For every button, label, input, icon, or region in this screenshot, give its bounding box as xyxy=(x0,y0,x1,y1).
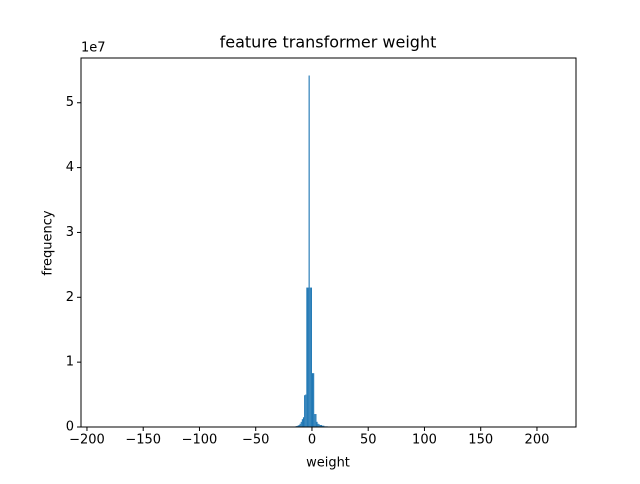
x-tick-label: 200 xyxy=(525,433,550,448)
bar xyxy=(311,288,312,427)
x-tick-label: −100 xyxy=(182,433,218,448)
bar xyxy=(304,395,305,427)
bar xyxy=(314,414,315,427)
y-tick-label: 1 xyxy=(66,355,74,370)
bar xyxy=(313,373,314,427)
x-tick-label: −150 xyxy=(125,433,161,448)
y-axis-label: frequency xyxy=(41,210,56,276)
bar xyxy=(303,417,304,427)
x-tick-label: 0 xyxy=(308,433,316,448)
y-tick-label: 3 xyxy=(66,225,74,240)
y-tick-label: 4 xyxy=(66,160,74,175)
x-tick-label: −200 xyxy=(69,433,105,448)
bar xyxy=(301,422,302,427)
bar xyxy=(309,76,310,427)
y-tick-label: 0 xyxy=(66,420,74,435)
bar xyxy=(306,288,307,427)
bar xyxy=(305,395,306,427)
bar xyxy=(312,373,313,427)
bar xyxy=(302,419,303,427)
x-tick-label: 100 xyxy=(412,433,437,448)
x-axis-label: weight xyxy=(306,456,350,471)
bar xyxy=(307,288,308,427)
x-tick-label: −50 xyxy=(242,433,269,448)
x-tick-label: 50 xyxy=(360,433,377,448)
x-tick-label: 150 xyxy=(468,433,493,448)
bar xyxy=(316,422,317,427)
y-offset-label: 1e7 xyxy=(81,41,106,56)
y-tick-label: 2 xyxy=(66,290,74,305)
chart-title: feature transformer weight xyxy=(220,33,437,52)
bar xyxy=(310,288,311,427)
plot-frame xyxy=(81,58,576,427)
y-tick-label: 5 xyxy=(66,95,74,110)
bar xyxy=(315,414,316,427)
